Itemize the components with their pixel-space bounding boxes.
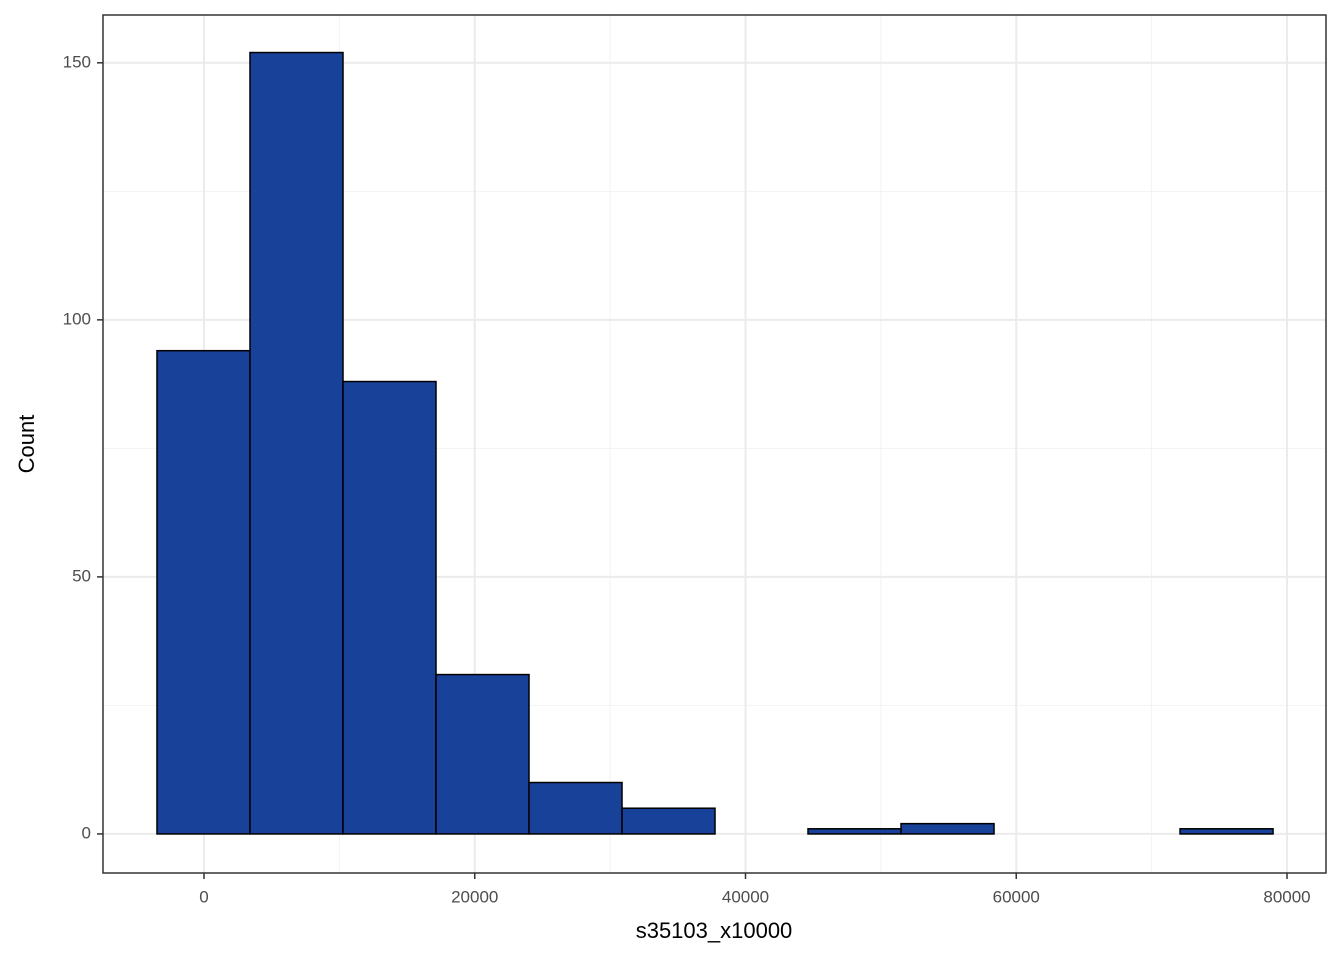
bar [1179,828,1274,835]
bar [900,822,995,835]
y-tick-label: 0 [82,823,91,842]
y-tick-label: 100 [63,309,91,328]
x-axis-title: s35103_x10000 [636,918,793,943]
bar [342,380,437,835]
bar [528,781,623,835]
bar [435,673,530,835]
y-tick-label: 150 [63,52,91,71]
x-tick-label: 20000 [451,887,498,906]
x-tick-label: 60000 [993,887,1040,906]
x-tick-label: 40000 [722,887,769,906]
x-tick-label: 80000 [1263,887,1310,906]
y-axis-title: Count [14,415,39,474]
bar [621,807,716,835]
bar [807,828,902,835]
bar [249,51,344,835]
x-tick-label: 0 [199,887,208,906]
panel-border [102,14,1327,874]
y-tick-label: 50 [72,566,91,585]
bar [156,349,251,835]
